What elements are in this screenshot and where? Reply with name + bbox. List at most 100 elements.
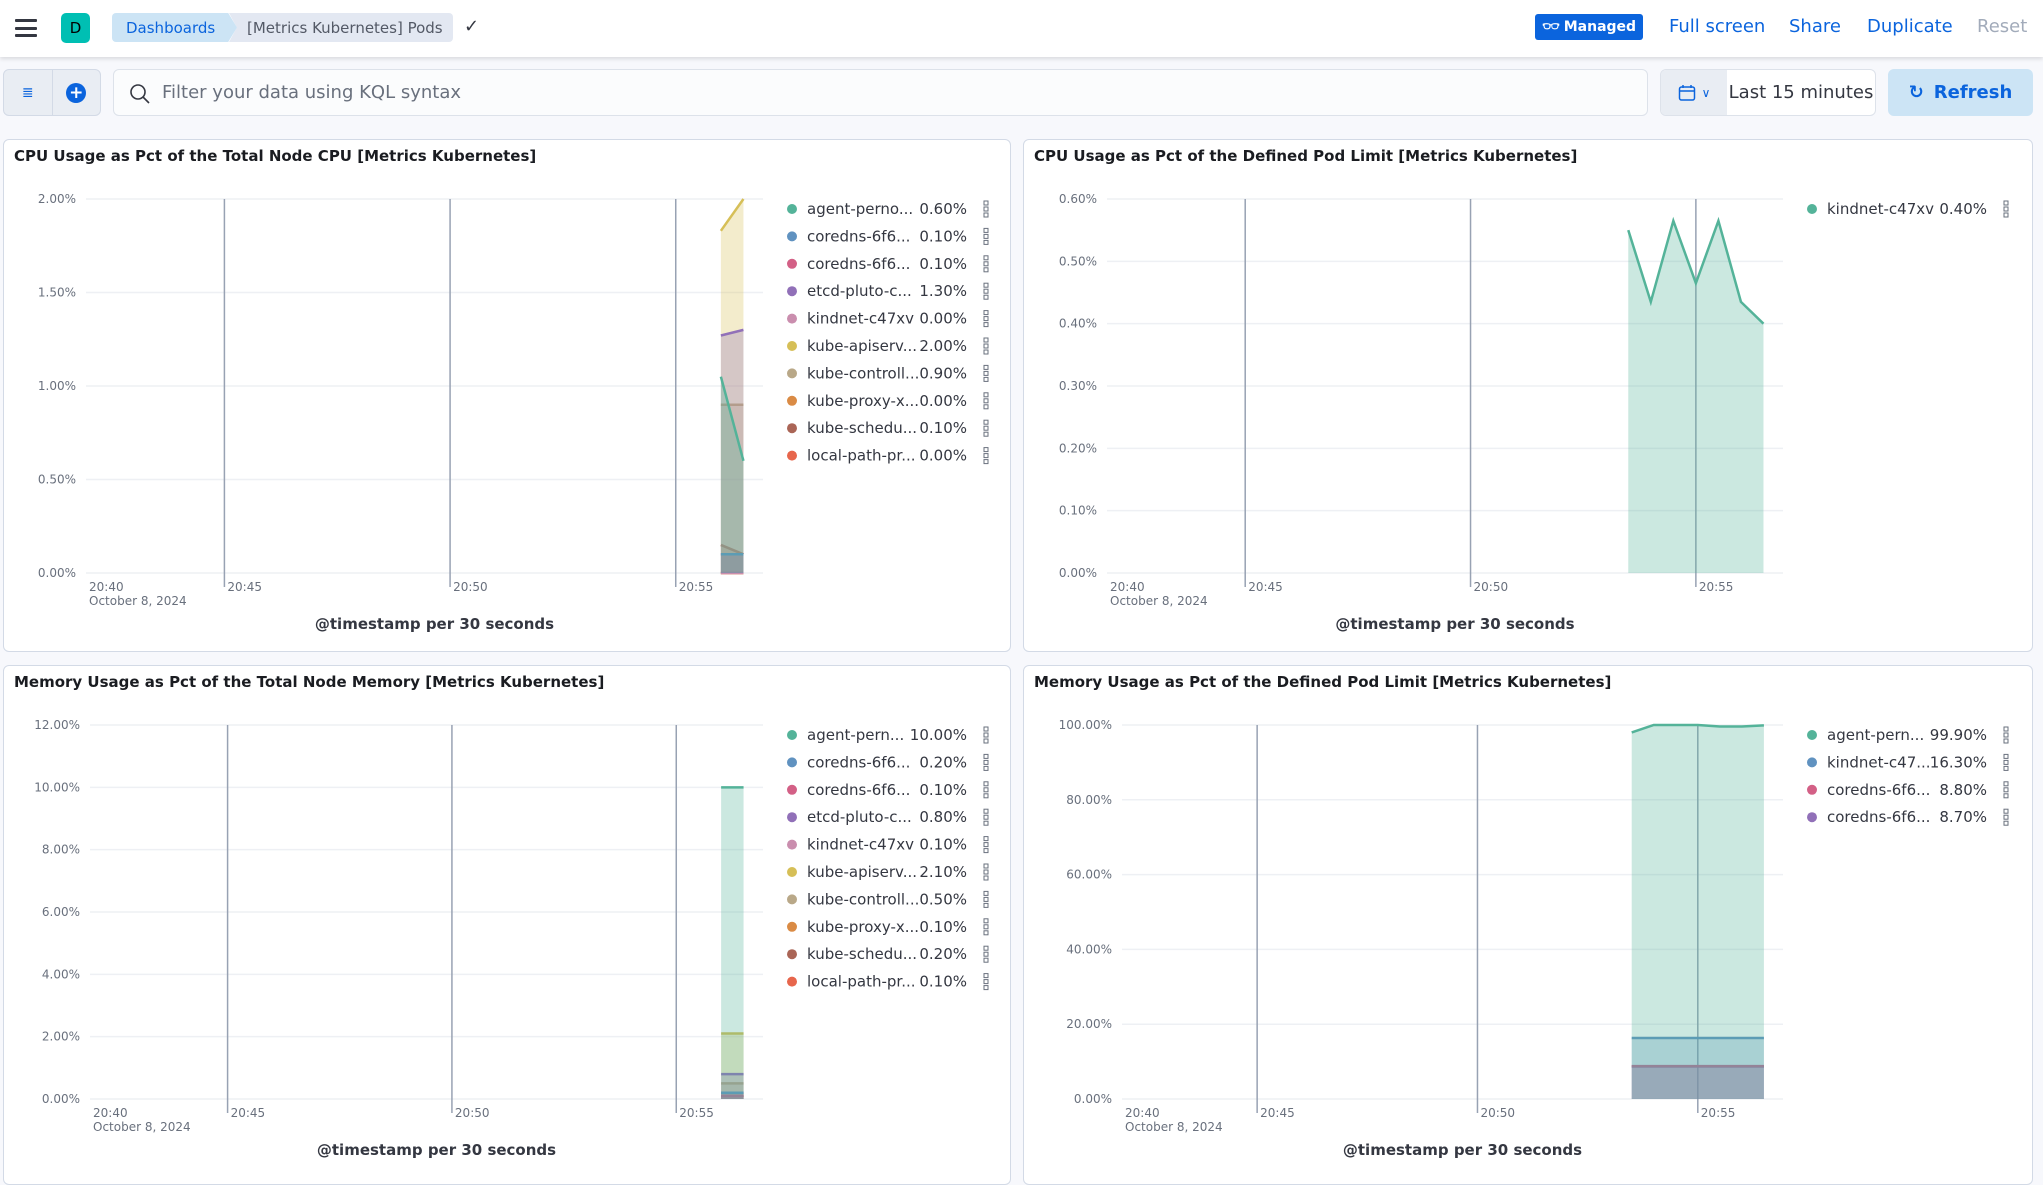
time-range-label[interactable]: Last 15 minutes <box>1728 82 1874 103</box>
full-screen-button[interactable]: Full screen <box>1669 16 1766 37</box>
legend-value: 0.10% <box>919 918 967 936</box>
series-line <box>720 328 744 337</box>
series-area <box>720 404 744 573</box>
chart-memory-node: 0.00% 2.00% 4.00% 6.00% 8.00% 10.00% 12.00% 20:… <box>34 718 989 1159</box>
y-tick-label: 80.00% <box>1066 793 1112 807</box>
breadcrumb-current: [Metrics Kubernetes] Pods <box>229 13 453 42</box>
legend-value: 0.00% <box>919 447 967 465</box>
calendar-icon[interactable]: ∨ <box>1661 70 1727 115</box>
x-tick-label: 20:55 <box>1701 1106 1736 1120</box>
legend-dot <box>787 423 797 434</box>
y-tick-label: 0.10% <box>1059 504 1097 518</box>
x-tick-label: 20:50 <box>453 580 488 594</box>
legend-actions-icon[interactable] <box>983 753 989 771</box>
legend-value: 0.10% <box>919 781 967 799</box>
x-tick-label: 20:45 <box>227 580 262 594</box>
legend-label: coredns-6f6... <box>1827 781 1930 799</box>
add-filter-button[interactable]: + <box>53 70 101 115</box>
legend-actions-icon[interactable] <box>983 945 989 963</box>
legend-value: 0.10% <box>919 419 967 437</box>
legend-label: kindnet-c47xv <box>807 836 914 854</box>
y-tick-label: 0.00% <box>1074 1092 1112 1106</box>
legend-dot <box>787 450 797 461</box>
legend-actions-icon[interactable] <box>983 282 989 300</box>
panel-cpu-node: CPU Usage as Pct of the Total Node CPU [… <box>3 139 1011 652</box>
legend-actions-icon[interactable] <box>983 419 989 437</box>
legend-label: local-path-pr... <box>807 447 916 465</box>
x-tick-label: 20:40 <box>1110 580 1145 594</box>
x-date-label: October 8, 2024 <box>1110 594 1208 608</box>
legend-label: coredns-6f6... <box>1827 808 1930 826</box>
legend-dot <box>787 757 797 768</box>
y-tick-label: 60.00% <box>1066 868 1112 882</box>
date-picker[interactable]: ∨ Last 15 minutes <box>1660 69 1876 116</box>
y-tick-label: 20.00% <box>1066 1017 1112 1031</box>
legend-value: 0.00% <box>919 310 967 328</box>
legend-value: 0.20% <box>919 753 967 771</box>
refresh-button[interactable]: ↻ Refresh <box>1888 69 2033 116</box>
legend-actions-icon[interactable] <box>983 255 989 273</box>
series-area <box>720 554 744 573</box>
share-button[interactable]: Share <box>1789 16 1841 37</box>
legend-actions-icon[interactable] <box>983 364 989 382</box>
hamburger-icon[interactable] <box>15 19 37 37</box>
kql-search-input[interactable]: Filter your data using KQL syntax <box>113 69 1648 116</box>
x-axis-title: @timestamp per 30 seconds <box>1335 615 1574 633</box>
plus-icon: + <box>66 82 87 103</box>
legend-actions-icon[interactable] <box>983 726 989 744</box>
series-area <box>720 376 744 573</box>
breadcrumb-dashboards[interactable]: Dashboards <box>112 13 237 42</box>
legend-dot <box>787 894 797 905</box>
space-avatar[interactable]: D <box>61 13 90 43</box>
legend-actions-icon[interactable] <box>983 918 989 936</box>
y-tick-label: 4.00% <box>42 967 80 981</box>
legend-actions-icon[interactable] <box>2003 753 2009 771</box>
legend-label: etcd-pluto-c... <box>807 808 912 826</box>
x-tick-label: 20:45 <box>231 1106 266 1120</box>
refresh-label: Refresh <box>1933 82 2013 103</box>
legend-actions-icon[interactable] <box>983 808 989 826</box>
reset-button[interactable]: Reset <box>1977 16 2028 37</box>
y-tick-label: 100.00% <box>1059 718 1112 732</box>
legend-actions-icon[interactable] <box>2003 200 2009 218</box>
series-line <box>719 198 745 232</box>
legend-dot <box>787 286 797 297</box>
filter-menu-icon[interactable]: ≣ <box>4 70 53 115</box>
legend-actions-icon[interactable] <box>2003 726 2009 744</box>
panel-title: CPU Usage as Pct of the Total Node CPU [… <box>14 147 537 165</box>
y-tick-label: 8.00% <box>42 843 80 857</box>
series-area <box>1631 725 1764 1099</box>
legend-actions-icon[interactable] <box>983 310 989 328</box>
legend-label: coredns-6f6... <box>807 753 910 771</box>
legend-dot <box>787 812 797 823</box>
legend-actions-icon[interactable] <box>983 227 989 245</box>
legend-actions-icon[interactable] <box>983 890 989 908</box>
duplicate-button[interactable]: Duplicate <box>1867 16 1953 37</box>
legend-actions-icon[interactable] <box>983 392 989 410</box>
legend-actions-icon[interactable] <box>983 973 989 991</box>
panel-title: CPU Usage as Pct of the Defined Pod Limi… <box>1034 147 1578 165</box>
legend-actions-icon[interactable] <box>2003 781 2009 799</box>
legend-value: 0.20% <box>919 945 967 963</box>
y-tick-label: 2.00% <box>42 1030 80 1044</box>
legend-actions-icon[interactable] <box>2003 808 2009 826</box>
legend-actions-icon[interactable] <box>983 447 989 465</box>
x-tick-label: 20:55 <box>679 580 714 594</box>
legend-actions-icon[interactable] <box>983 863 989 881</box>
panel-title: Memory Usage as Pct of the Total Node Me… <box>14 673 605 691</box>
legend-actions-icon[interactable] <box>983 337 989 355</box>
legend-actions-icon[interactable] <box>983 781 989 799</box>
x-tick-label: 20:45 <box>1248 580 1283 594</box>
series-area <box>1628 220 1764 574</box>
legend-value: 0.60% <box>919 200 967 218</box>
x-tick-label: 20:40 <box>93 1106 128 1120</box>
legend-dot <box>1807 204 1817 214</box>
search-placeholder: Filter your data using KQL syntax <box>162 82 462 103</box>
legend-actions-icon[interactable] <box>983 200 989 218</box>
managed-badge[interactable]: 👓︎ Managed <box>1535 14 1643 40</box>
legend-label: local-path-pr... <box>807 973 916 991</box>
chevron-down-icon[interactable]: ✓ <box>464 16 480 37</box>
legend-dot <box>787 784 797 795</box>
legend-actions-icon[interactable] <box>983 836 989 854</box>
y-tick-label: 12.00% <box>34 718 80 732</box>
